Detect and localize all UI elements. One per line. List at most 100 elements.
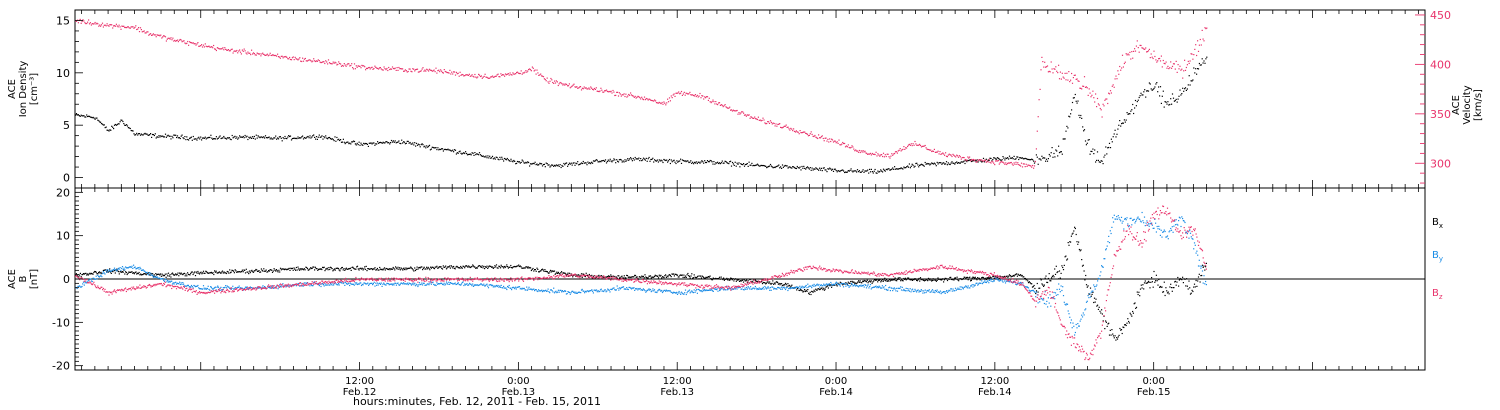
density-series-point: [521, 159, 523, 161]
bx-series-point: [638, 278, 640, 280]
density-series-point: [569, 163, 571, 165]
density-series-point: [810, 169, 812, 171]
density-series-point: [377, 141, 379, 143]
bx-series-point: [433, 268, 436, 270]
by-series-point: [820, 284, 822, 286]
density-series-point: [610, 160, 612, 162]
density-series-point: [163, 136, 166, 138]
density-series-point: [1086, 142, 1088, 144]
density-series-point: [909, 167, 911, 169]
density-series-point: [655, 160, 658, 162]
bx-series-point: [364, 266, 366, 268]
velocity-series-point: [210, 46, 212, 48]
bx-series-point: [349, 267, 351, 269]
by-series-point: [330, 284, 332, 286]
density-series-point: [180, 135, 182, 137]
density-series-point: [962, 161, 964, 163]
density-series-point: [959, 162, 961, 164]
bx-series-point: [498, 265, 500, 267]
density-series-point: [302, 138, 305, 140]
density-series-point: [102, 124, 104, 126]
density-series-point: [167, 134, 169, 136]
bx-series-point: [225, 272, 228, 275]
bx-series-point: [253, 270, 255, 272]
velocity-series-point: [1041, 56, 1043, 58]
by-series-point: [775, 288, 777, 290]
bx-series-point: [432, 266, 434, 268]
density-series-point: [472, 152, 474, 154]
bx-series-point: [188, 274, 190, 276]
bx-series-point: [923, 280, 926, 282]
magnetic-field-panel: [75, 205, 1425, 361]
density-series-point: [1052, 156, 1054, 158]
velocity-series-point: [767, 121, 769, 123]
by-series-point: [912, 288, 914, 290]
density-series-point: [1046, 160, 1049, 162]
bx-series-point: [1079, 250, 1081, 252]
bx-series-point: [856, 282, 858, 284]
bx-series-point: [610, 274, 612, 276]
by-series-point: [701, 291, 703, 293]
by-series-point: [283, 285, 285, 287]
density-series-point: [147, 134, 149, 136]
bx-series-point: [975, 278, 977, 280]
density-series-point: [1119, 120, 1121, 122]
velocity-series-point: [982, 160, 985, 162]
bx-series-point: [1033, 284, 1035, 287]
bx-series-point: [1086, 286, 1088, 288]
velocity-series-point: [793, 130, 796, 132]
density-series-point: [163, 136, 165, 138]
bx-series-point: [593, 275, 595, 277]
velocity-series-point: [86, 22, 88, 25]
velocity-series-point: [701, 95, 703, 97]
velocity-series-point: [718, 102, 721, 104]
by-series-point: [237, 286, 239, 288]
bx-series-point: [1170, 283, 1172, 285]
bx-series-point: [615, 276, 617, 278]
by-series-point: [109, 269, 111, 272]
velocity-series-point: [1172, 63, 1175, 65]
bx-series-point: [144, 273, 147, 275]
density-series-point: [261, 136, 263, 138]
velocity-series-point: [1142, 47, 1144, 49]
density-series-point: [1200, 64, 1202, 66]
bx-series-point: [801, 290, 803, 292]
velocity-series-point: [851, 145, 853, 147]
density-series-point: [932, 163, 935, 165]
bx-series-point: [509, 266, 511, 268]
by-series-point: [377, 284, 379, 286]
bx-series-point: [199, 272, 201, 274]
velocity-series-point: [251, 49, 253, 51]
by-series-point: [269, 287, 271, 289]
by-series-point: [808, 286, 810, 288]
bx-series-point: [351, 266, 353, 269]
bx-series-point: [1202, 266, 1204, 268]
density-series-point: [105, 126, 107, 128]
velocity-series-point: [97, 23, 99, 25]
by-series-point: [664, 289, 666, 291]
velocity-series-point: [214, 48, 216, 50]
bx-series-point: [478, 265, 480, 267]
velocity-series-point: [544, 78, 546, 81]
density-series-point: [312, 135, 314, 137]
bx-series-point: [640, 276, 642, 278]
density-series-point: [429, 149, 431, 151]
velocity-series-point: [319, 61, 321, 63]
by-series-point: [296, 283, 298, 285]
by-series-point: [700, 290, 702, 292]
by-series-point: [788, 288, 790, 290]
by-series-point: [807, 283, 809, 285]
bx-series-point: [485, 266, 487, 268]
velocity-series-point: [998, 163, 1000, 165]
density-series-point: [266, 137, 268, 139]
bx-series-point: [522, 267, 525, 269]
bx-series-point: [169, 274, 171, 276]
by-series-point: [731, 288, 733, 290]
bx-series-point: [981, 277, 983, 279]
bx-series-point: [1070, 241, 1072, 243]
density-series-point: [830, 168, 832, 170]
by-series-point: [865, 284, 867, 286]
velocity-series-point: [456, 73, 458, 75]
by-series-point: [138, 268, 140, 270]
density-series-point: [825, 169, 827, 171]
